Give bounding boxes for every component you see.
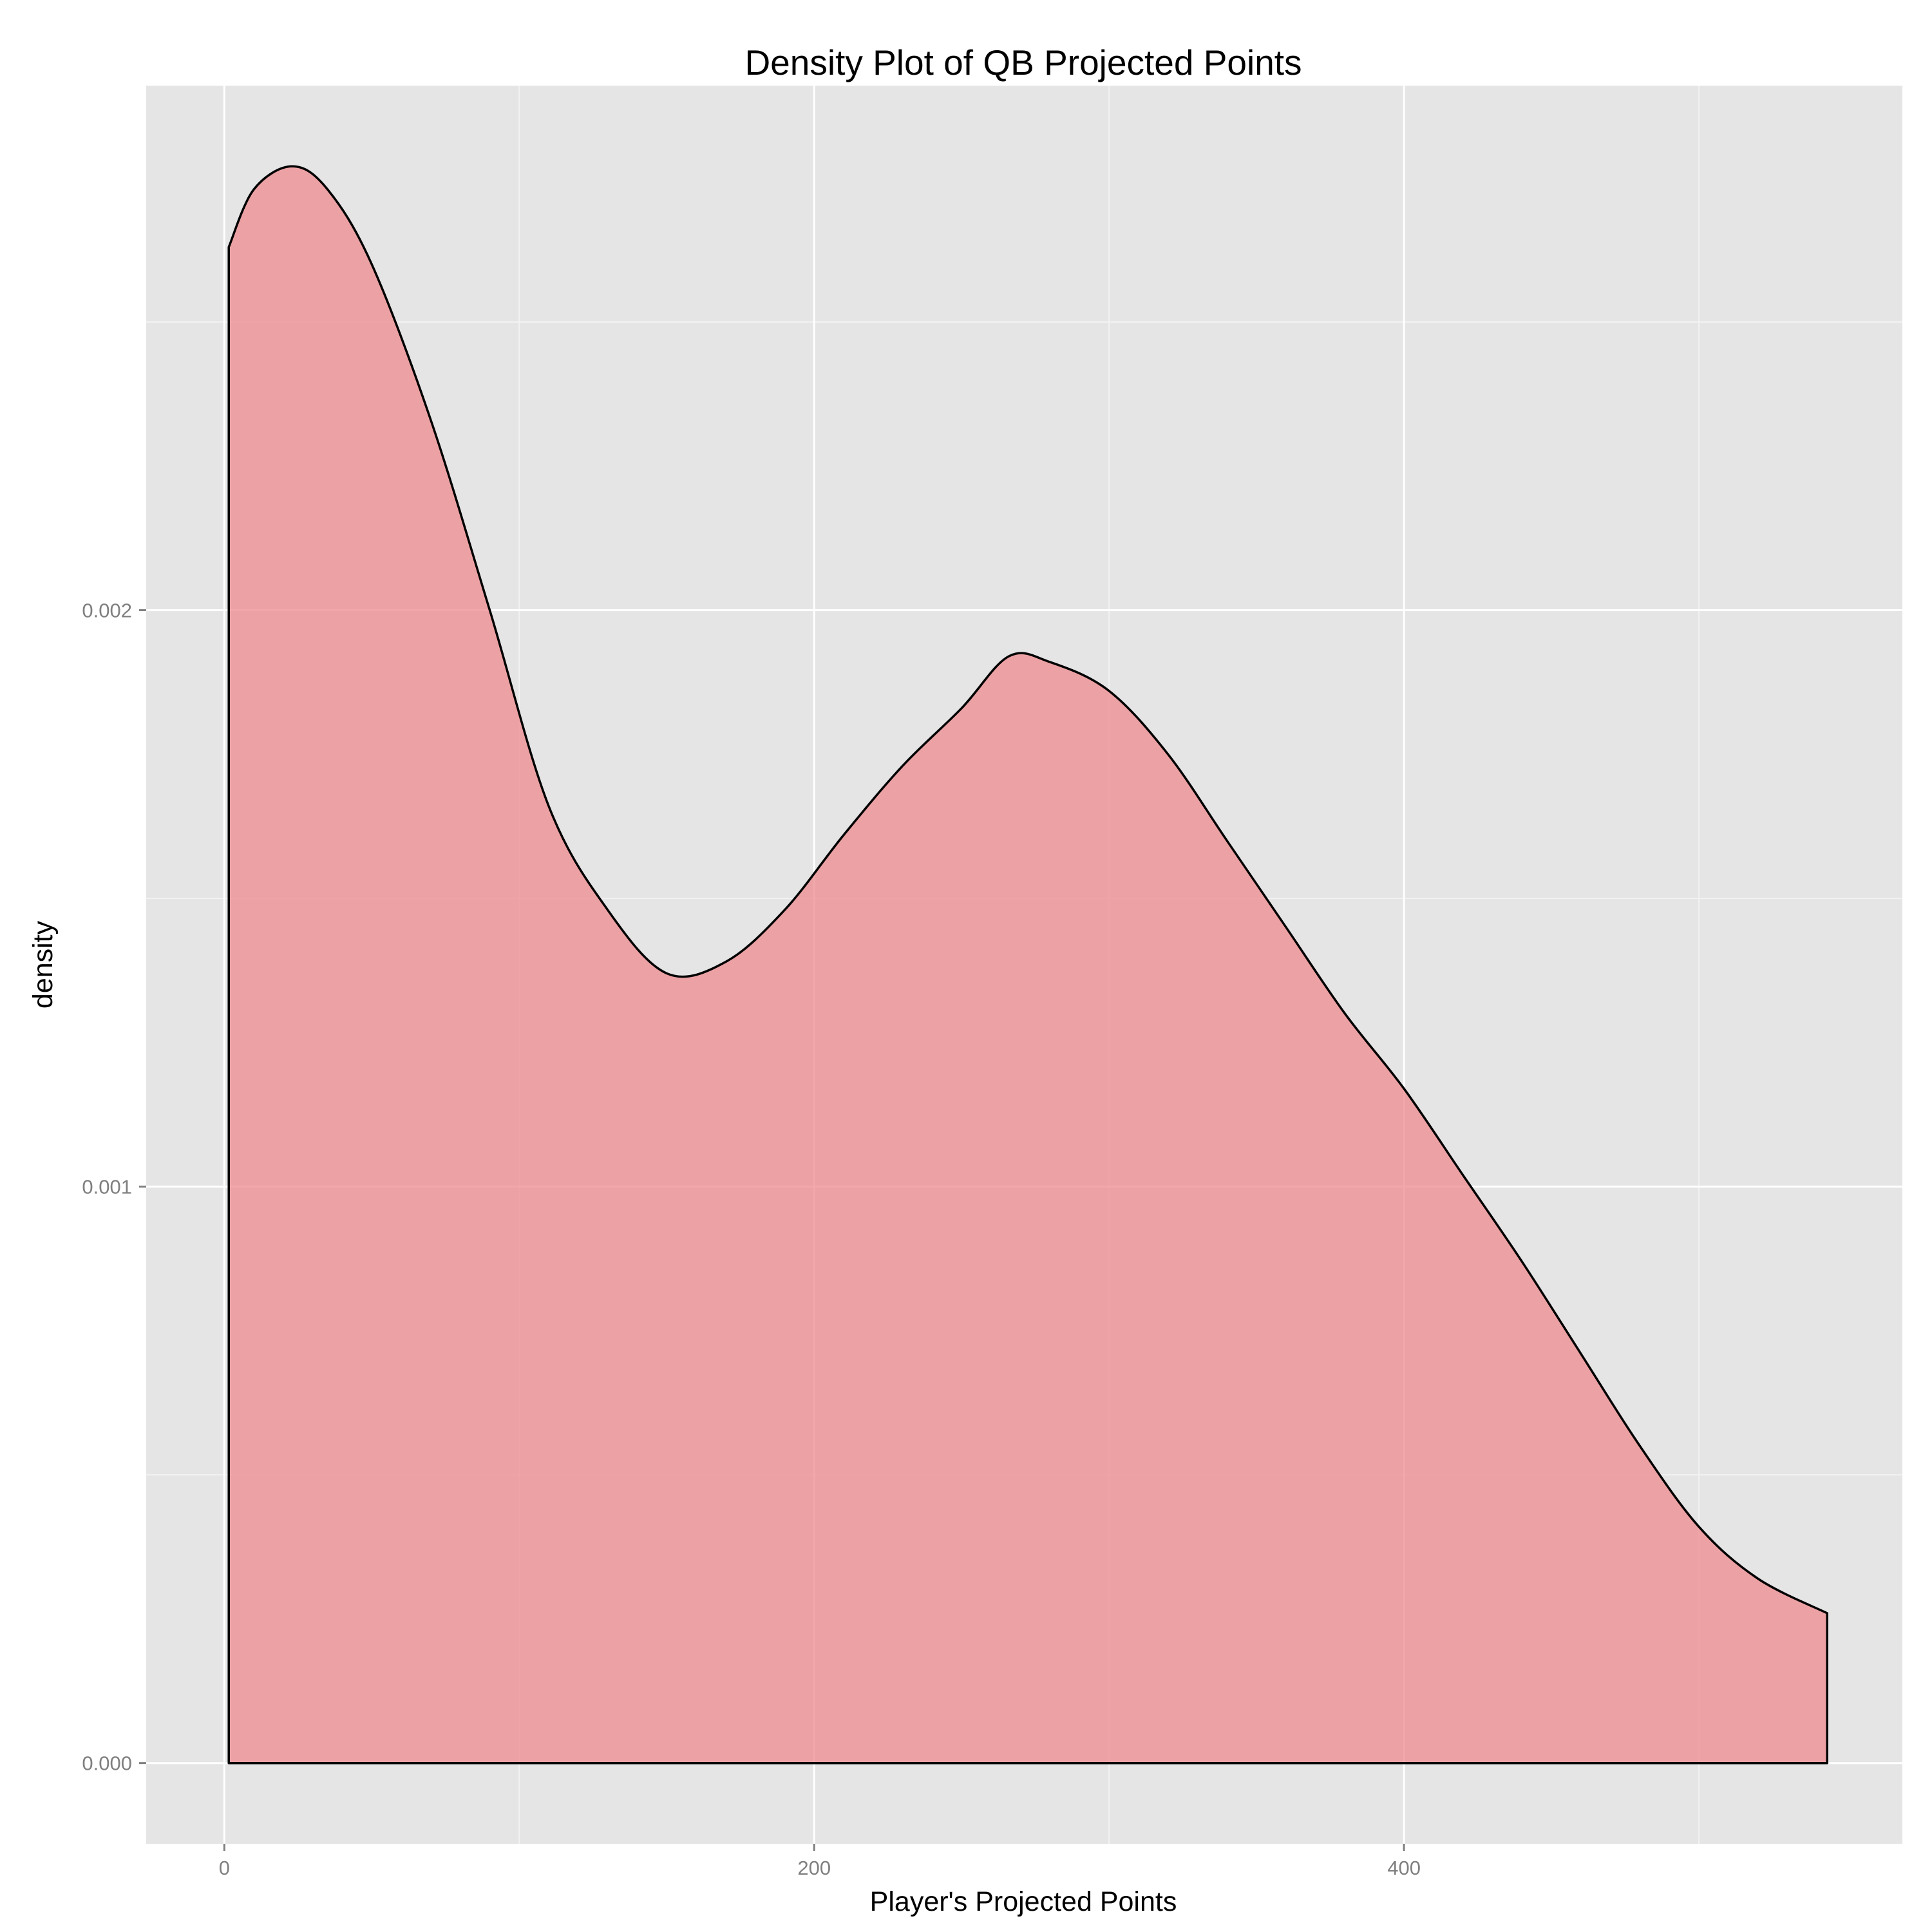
y-axis-title: density <box>28 920 59 1009</box>
y-tick-label: 0.000 <box>82 1752 132 1775</box>
y-tick-label: 0.002 <box>82 600 132 622</box>
chart-title: Density Plot of QB Projected Points <box>744 43 1302 82</box>
density-area-layer <box>227 165 1828 1765</box>
x-axis-title: Player's Projected Points <box>870 1886 1177 1917</box>
y-tick-label: 0.001 <box>82 1176 132 1198</box>
density-area <box>227 165 1828 1765</box>
x-axis-ticks: 0 200 400 <box>219 1844 1421 1879</box>
x-tick-label: 0 <box>219 1857 230 1879</box>
x-tick-label: 200 <box>797 1857 831 1879</box>
x-tick-label: 400 <box>1387 1857 1421 1879</box>
y-axis-ticks: 0.000 0.001 0.002 <box>82 600 146 1775</box>
